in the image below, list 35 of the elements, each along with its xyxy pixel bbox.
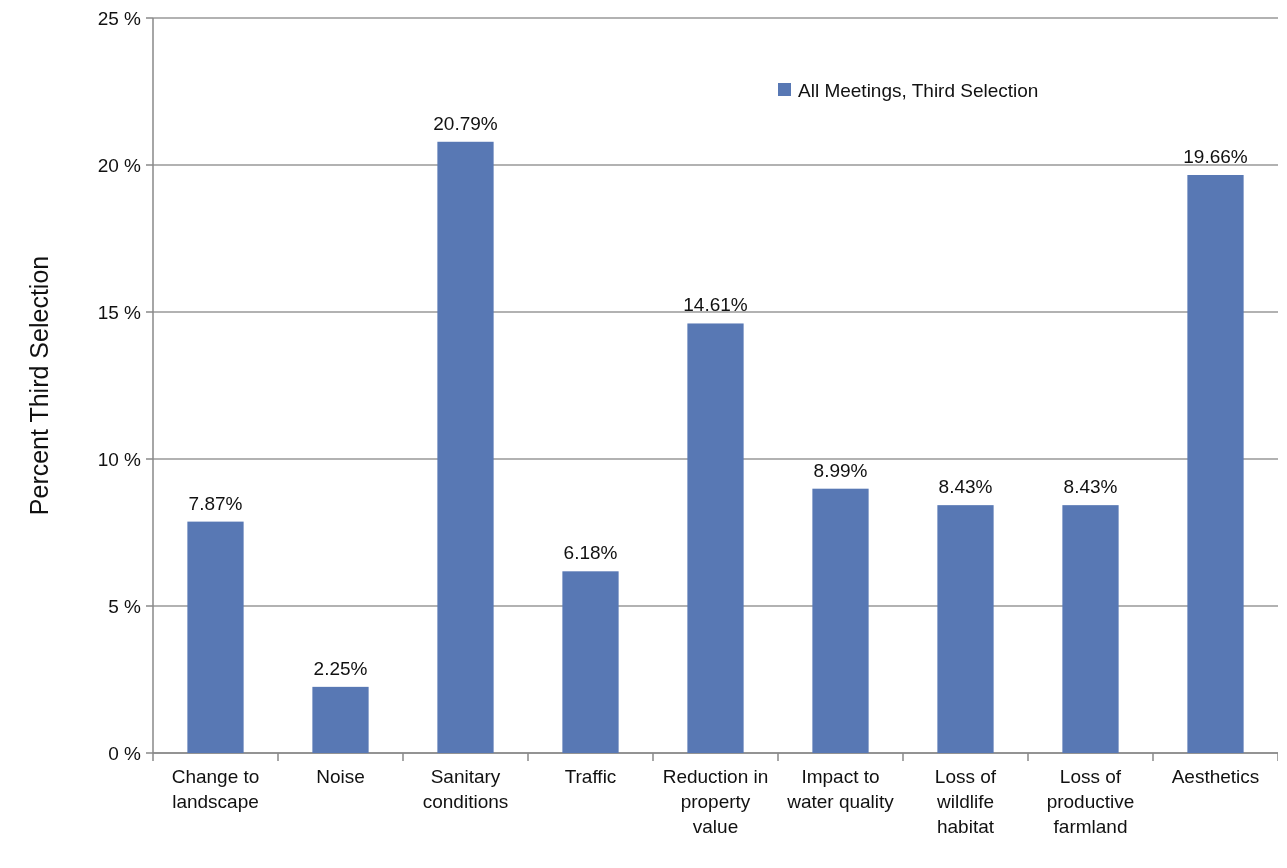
y-tick-label: 15 % bbox=[97, 301, 142, 323]
data-label: 20.79% bbox=[433, 112, 498, 134]
bar bbox=[312, 686, 369, 753]
x-tick-label: Loss of wildlife habitat bbox=[934, 766, 997, 837]
data-label: 8.43% bbox=[1063, 476, 1118, 498]
x-tick-label: Traffic bbox=[564, 766, 617, 787]
x-tick-label: Change to landscape bbox=[171, 766, 260, 812]
y-tick-label: 10 % bbox=[97, 448, 142, 470]
y-tick-label: 0 % bbox=[108, 742, 142, 764]
data-label: 19.66% bbox=[1183, 146, 1248, 167]
bar bbox=[812, 488, 869, 753]
y-axis-title: Percent Third Selection bbox=[25, 255, 53, 516]
bar bbox=[1062, 505, 1119, 753]
x-tick-label: Reduction in property value bbox=[662, 766, 769, 837]
bar bbox=[687, 323, 744, 753]
y-tick-label: 5 % bbox=[108, 595, 142, 617]
bar bbox=[187, 521, 244, 753]
bar bbox=[437, 141, 494, 753]
legend-label: All Meetings, Third Selection bbox=[798, 79, 1039, 101]
x-tick-label: Aesthetics bbox=[1171, 766, 1260, 787]
data-label: 2.25% bbox=[313, 657, 368, 679]
data-label: 8.99% bbox=[813, 459, 868, 481]
y-tick-label: 20 % bbox=[97, 154, 142, 176]
x-tick-label: Sanitary conditions bbox=[422, 766, 509, 812]
bar bbox=[937, 505, 994, 753]
x-tick-label: Loss of productive farmland bbox=[1046, 766, 1135, 837]
data-label: 8.43% bbox=[938, 476, 993, 498]
x-tick-label: Noise bbox=[316, 766, 365, 787]
y-tick-label: 25 % bbox=[97, 7, 142, 29]
data-label: 14.61% bbox=[683, 294, 748, 316]
x-tick-label: Impact to water quality bbox=[786, 766, 895, 812]
bar bbox=[562, 571, 619, 753]
bar bbox=[1187, 175, 1244, 753]
data-label: 6.18% bbox=[563, 542, 618, 564]
data-label: 7.87% bbox=[188, 492, 243, 514]
